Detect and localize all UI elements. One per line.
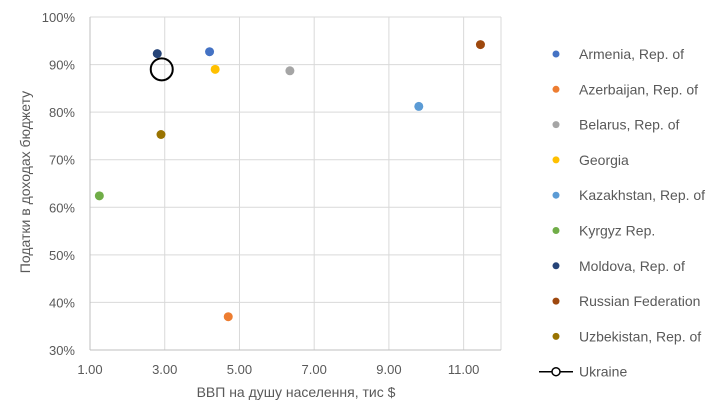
legend-label-moldova-rep-of: Moldova, Rep. of [579, 258, 685, 274]
y-tick-label: 30% [49, 343, 75, 358]
legend-label-georgia: Georgia [579, 152, 629, 168]
y-tick-label: 80% [49, 105, 75, 120]
point-uzbekistan-rep-of [156, 130, 166, 140]
point-russian-federation [475, 40, 485, 50]
y-tick-label: 50% [49, 248, 75, 263]
point-belarus-rep-of [285, 66, 295, 76]
legend-marker-moldova-rep-of [552, 262, 560, 270]
x-tick-label: 9.00 [376, 362, 401, 377]
legend-marker-uzbekistan-rep-of [552, 332, 560, 340]
legend-label-belarus-rep-of: Belarus, Rep. of [579, 117, 679, 133]
point-kazakhstan-rep-of [414, 101, 424, 111]
point-kyrgyz-rep [94, 191, 104, 201]
axes [89, 17, 501, 351]
y-tick-label: 40% [49, 295, 75, 310]
legend-label-armenia-rep-of: Armenia, Rep. of [579, 46, 684, 62]
x-tick-label: 3.00 [152, 362, 177, 377]
x-axis-label: ВВП на душу населення, тис $ [197, 384, 396, 400]
x-tick-label: 11.00 [448, 362, 480, 377]
legend-label-kyrgyz-rep: Kyrgyz Rep. [579, 223, 655, 239]
point-ukraine [149, 57, 174, 82]
legend-marker-armenia-rep-of [552, 50, 560, 58]
y-tick-label: 100% [42, 10, 76, 25]
legend-marker-belarus-rep-of [552, 121, 560, 129]
y-axis-label: Податки в доходах бюджету [17, 91, 33, 273]
legend-label-kazakhstan-rep-of: Kazakhstan, Rep. of [579, 187, 705, 203]
legend-label-russian-federation: Russian Federation [579, 293, 700, 309]
x-tick-label: 7.00 [302, 362, 327, 377]
x-tick-label: 5.00 [227, 362, 252, 377]
y-tick-label: 60% [49, 200, 75, 215]
legend-label-azerbaijan-rep-of: Azerbaijan, Rep. of [579, 81, 698, 97]
legend-marker-ukraine [551, 366, 561, 377]
point-armenia-rep-of [205, 47, 215, 57]
legend-marker-georgia [552, 156, 560, 164]
data-points [94, 40, 485, 322]
legend-marker-azerbaijan-rep-of [552, 85, 560, 93]
x-tick-label: 1.00 [77, 362, 102, 377]
point-moldova-rep-of [152, 49, 162, 59]
point-georgia [210, 64, 220, 74]
legend-label-uzbekistan-rep-of: Uzbekistan, Rep. of [579, 328, 701, 344]
legend-marker-kyrgyz-rep [552, 227, 560, 234]
legend-label-ukraine: Ukraine [579, 364, 627, 380]
legend: Armenia, Rep. of Azerbaijan, Rep. of Belar… [539, 46, 705, 380]
grid-lines [89, 16, 502, 351]
legend-marker-kazakhstan-rep-of [552, 191, 560, 199]
y-tick-label: 90% [49, 58, 75, 73]
y-tick-labels: 30% 40% 50% 60% 70% 80% 90% 100% [42, 10, 76, 358]
legend-marker-russian-federation [552, 297, 560, 305]
point-azerbaijan-rep-of [223, 312, 233, 322]
y-tick-label: 70% [49, 153, 75, 168]
x-tick-labels: 1.00 3.00 5.00 7.00 9.00 11.00 [77, 362, 479, 377]
